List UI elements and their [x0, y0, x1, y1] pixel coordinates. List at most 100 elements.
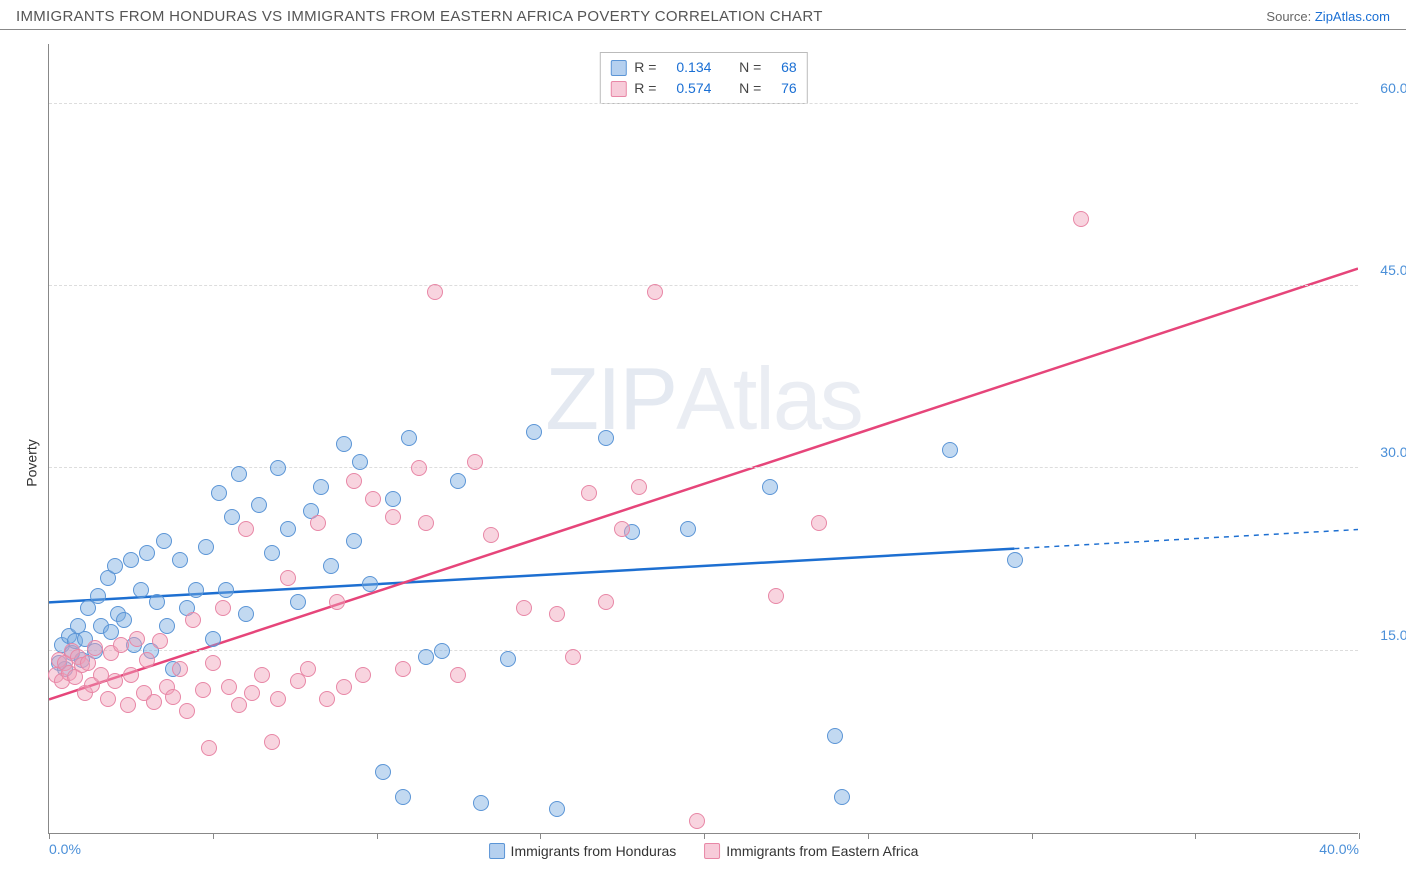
scatter-point-honduras [123, 552, 139, 568]
scatter-point-honduras [434, 643, 450, 659]
stat-n-label: N = [739, 78, 761, 99]
chart-wrap: Poverty ZIPAtlas R = 0.134 N = 68R = 0.5… [0, 34, 1406, 892]
scatter-point-eastern_africa [483, 527, 499, 543]
scatter-point-eastern_africa [107, 673, 123, 689]
scatter-point-eastern_africa [146, 694, 162, 710]
scatter-point-honduras [401, 430, 417, 446]
legend-item-honduras: Immigrants from Honduras [489, 843, 677, 859]
legend: Immigrants from Honduras Immigrants from … [489, 843, 919, 859]
scatter-point-honduras [1007, 552, 1023, 568]
scatter-point-honduras [834, 789, 850, 805]
scatter-point-eastern_africa [113, 637, 129, 653]
scatter-point-honduras [133, 582, 149, 598]
scatter-point-honduras [526, 424, 542, 440]
scatter-point-honduras [156, 533, 172, 549]
stats-row-honduras: R = 0.134 N = 68 [610, 57, 796, 78]
scatter-point-eastern_africa [300, 661, 316, 677]
legend-swatch-eastern_africa [704, 843, 720, 859]
swatch-eastern_africa [610, 81, 626, 97]
scatter-point-eastern_africa [811, 515, 827, 531]
scatter-point-honduras [762, 479, 778, 495]
scatter-point-eastern_africa [329, 594, 345, 610]
xtick [213, 833, 214, 839]
scatter-point-honduras [224, 509, 240, 525]
xtick [1359, 833, 1360, 839]
xtick [377, 833, 378, 839]
scatter-point-honduras [172, 552, 188, 568]
legend-item-eastern_africa: Immigrants from Eastern Africa [704, 843, 918, 859]
stat-n-value: 76 [781, 78, 797, 99]
scatter-point-eastern_africa [411, 460, 427, 476]
y-axis-label: Poverty [24, 439, 40, 486]
scatter-point-honduras [231, 466, 247, 482]
scatter-point-honduras [139, 545, 155, 561]
scatter-point-honduras [270, 460, 286, 476]
scatter-point-eastern_africa [195, 682, 211, 698]
scatter-point-honduras [280, 521, 296, 537]
scatter-point-eastern_africa [395, 661, 411, 677]
scatter-point-eastern_africa [179, 703, 195, 719]
stats-box: R = 0.134 N = 68R = 0.574 N = 76 [599, 52, 807, 104]
gridline-h [49, 467, 1358, 468]
scatter-point-eastern_africa [768, 588, 784, 604]
scatter-point-honduras [375, 764, 391, 780]
gridline-h [49, 650, 1358, 651]
scatter-point-eastern_africa [581, 485, 597, 501]
stat-r-label: R = [634, 78, 656, 99]
scatter-point-eastern_africa [450, 667, 466, 683]
source-link[interactable]: ZipAtlas.com [1315, 9, 1390, 24]
scatter-point-honduras [336, 436, 352, 452]
legend-swatch-honduras [489, 843, 505, 859]
scatter-point-honduras [251, 497, 267, 513]
stat-r-value: 0.134 [676, 57, 711, 78]
scatter-point-honduras [116, 612, 132, 628]
scatter-point-honduras [198, 539, 214, 555]
chart-title: IMMIGRANTS FROM HONDURAS VS IMMIGRANTS F… [16, 8, 823, 25]
scatter-point-honduras [827, 728, 843, 744]
source-label: Source: [1266, 9, 1311, 24]
scatter-point-eastern_africa [689, 813, 705, 829]
scatter-point-eastern_africa [120, 697, 136, 713]
scatter-point-honduras [418, 649, 434, 665]
xtick [704, 833, 705, 839]
scatter-point-eastern_africa [614, 521, 630, 537]
scatter-point-eastern_africa [280, 570, 296, 586]
scatter-point-honduras [352, 454, 368, 470]
scatter-point-eastern_africa [129, 631, 145, 647]
scatter-point-honduras [395, 789, 411, 805]
xtick-label: 0.0% [49, 841, 81, 857]
stat-n-value: 68 [781, 57, 797, 78]
scatter-point-eastern_africa [549, 606, 565, 622]
gridline-h [49, 285, 1358, 286]
scatter-point-honduras [238, 606, 254, 622]
source: Source: ZipAtlas.com [1266, 9, 1390, 24]
scatter-point-honduras [290, 594, 306, 610]
stat-r-value: 0.574 [676, 78, 711, 99]
plot-area: ZIPAtlas R = 0.134 N = 68R = 0.574 N = 7… [48, 44, 1358, 834]
scatter-point-eastern_africa [631, 479, 647, 495]
scatter-point-honduras [346, 533, 362, 549]
scatter-point-eastern_africa [565, 649, 581, 665]
scatter-point-eastern_africa [123, 667, 139, 683]
scatter-point-honduras [323, 558, 339, 574]
scatter-point-eastern_africa [139, 652, 155, 668]
scatter-point-honduras [598, 430, 614, 446]
ytick-label: 30.0% [1364, 444, 1406, 460]
legend-label: Immigrants from Honduras [511, 843, 677, 859]
scatter-point-eastern_africa [254, 667, 270, 683]
scatter-point-eastern_africa [87, 640, 103, 656]
scatter-point-honduras [205, 631, 221, 647]
scatter-point-honduras [211, 485, 227, 501]
scatter-point-eastern_africa [264, 734, 280, 750]
scatter-point-eastern_africa [355, 667, 371, 683]
scatter-point-honduras [149, 594, 165, 610]
ytick-label: 60.0% [1364, 80, 1406, 96]
scatter-point-honduras [313, 479, 329, 495]
stats-row-eastern_africa: R = 0.574 N = 76 [610, 78, 796, 99]
scatter-point-honduras [549, 801, 565, 817]
scatter-point-eastern_africa [80, 655, 96, 671]
xtick-label: 40.0% [1319, 841, 1359, 857]
scatter-point-honduras [107, 558, 123, 574]
scatter-point-eastern_africa [310, 515, 326, 531]
scatter-point-eastern_africa [100, 691, 116, 707]
